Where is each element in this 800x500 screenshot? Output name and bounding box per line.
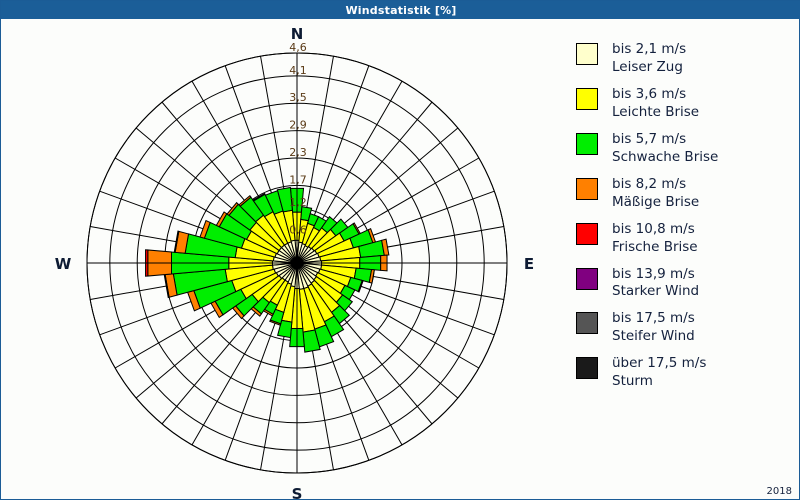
petal-segment [226,201,239,217]
windrose-petals [145,186,390,353]
radial-tick-label: 4,1 [289,64,307,77]
legend-item: über 17,5 m/s Sturm [576,355,796,391]
petal-segment [357,279,364,293]
legend-speed: bis 17,5 m/s [612,310,695,327]
compass-label-n: N [291,25,304,43]
legend-item: bis 5,7 m/s Schwache Brise [576,131,796,167]
legend-item: bis 8,2 m/s Mäßige Brise [576,176,796,212]
legend-color-swatch [576,177,598,200]
legend-color-swatch [576,267,598,290]
legend-speed: bis 3,6 m/s [612,85,687,102]
legend-color-swatch [576,357,598,380]
legend-item: bis 3,6 m/s Leichte Brise [576,86,796,122]
legend-speed: bis 2,1 m/s [612,41,687,57]
polar-axis-lines [86,52,508,474]
legend-name: Frische Brise [612,238,698,255]
petal-segment [276,186,293,213]
radial-tick-label: 1,7 [289,173,307,186]
radial-tick-label: 1,2 [289,196,307,209]
window-titlebar: Windstatistik [%] [1,1,800,19]
legend-label: bis 8,2 m/s Mäßige Brise [612,176,699,212]
compass-label-s: S [292,485,303,500]
legend-item: bis 13,9 m/s Starker Wind [576,266,796,302]
legend-name: Starker Wind [612,283,700,300]
compass-label-e: E [524,255,534,273]
legend-speed: bis 13,9 m/s [612,265,695,282]
petal-segment [238,194,252,207]
petal-segment [199,219,211,239]
windrose-chart: 0,6 1,2 1,7 2,3 2,9 3,5 4,1 4,6 N E S W [55,25,534,500]
petal-segment [269,319,282,326]
legend-name: Sturm [612,373,653,390]
radial-tick-labels: 0,6 1,2 1,7 2,3 2,9 3,5 4,1 4,6 [289,41,307,237]
legend-name: Schwache Brise [612,148,719,165]
legend-speed: bis 5,7 m/s [612,130,687,147]
legend-label: bis 2,1 m/s Leiser Zug [612,41,686,77]
legend-label: bis 3,6 m/s Leichte Brise [612,86,699,122]
legend-item: bis 17,5 m/s Steifer Wind [576,310,796,346]
legend-color-swatch [576,87,598,110]
radial-tick-label: 2,3 [289,146,307,159]
petal-segment [276,319,293,339]
legend-item: bis 10,8 m/s Frische Brise [576,221,796,257]
year-label: 2018 [766,486,792,497]
legend-color-swatch [576,132,598,155]
petal-segment [215,211,228,228]
petal-segment [302,329,321,353]
legend-name: Leiser Zug [612,58,683,75]
legend-label: bis 17,5 m/s Steifer Wind [612,310,695,346]
legend: bis 2,1 m/s Leiser Zug bis 3,6 m/s Leichte … [576,41,796,400]
legend-color-swatch [576,43,598,65]
legend-speed: bis 10,8 m/s [612,220,695,237]
petal-segment [173,230,180,253]
legend-label: bis 10,8 m/s Frische Brise [612,221,698,257]
legend-label: bis 5,7 m/s Schwache Brise [612,131,718,167]
petal-segment [368,268,375,284]
radial-tick-label: 0,6 [289,224,307,237]
radial-tick-label: 4,6 [289,41,307,54]
legend-name: Leichte Brise [612,103,700,120]
petal-segment [381,238,390,256]
legend-color-swatch [576,222,598,245]
windrose-plot-area: 0,6 1,2 1,7 2,3 2,9 3,5 4,1 4,6 N E S W [1,20,569,500]
legend-speed: über 17,5 m/s [612,355,707,372]
legend-name: Steifer Wind [612,328,695,345]
legend-label: über 17,5 m/s Sturm [612,355,706,391]
radial-tick-label: 2,9 [289,119,307,132]
legend-speed: bis 8,2 m/s [612,175,687,192]
legend-label: bis 13,9 m/s Starker Wind [612,266,699,302]
legend-item: bis 2,1 m/s Leiser Zug [576,41,796,77]
legend-color-swatch [576,312,598,335]
radial-tick-label: 3,5 [289,91,307,104]
compass-labels: N E S W [55,25,534,500]
outer-ring [86,52,508,474]
petal-segment [252,192,266,202]
window-title: Windstatistik [%] [345,3,457,17]
legend-name: Mäßige Brise [612,193,700,210]
compass-label-w: W [55,255,72,273]
